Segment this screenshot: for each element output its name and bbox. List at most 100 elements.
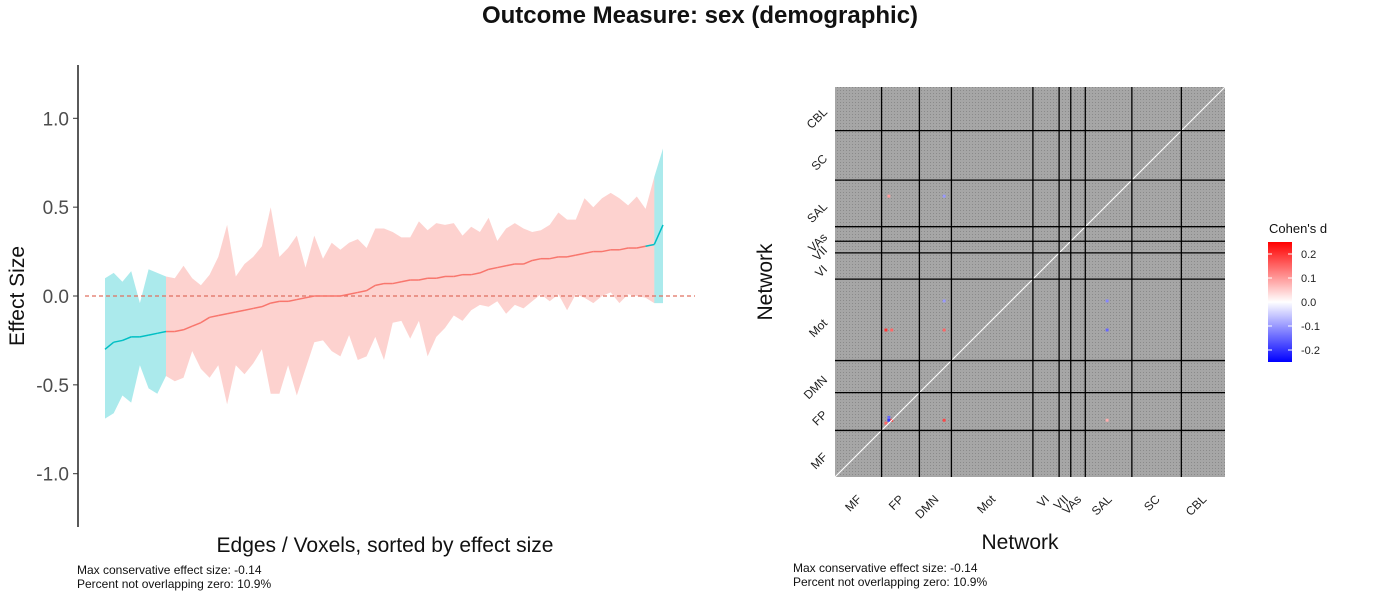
y-network-label: CBL [804,105,831,132]
effect-line-segment [575,252,585,256]
heatmap-cell [887,194,891,198]
heatmap-cell [884,328,888,332]
effect-line-segment [418,277,428,281]
effect-line-segment [287,298,297,303]
effect-line-segment [348,291,358,295]
effect-line-segment [392,281,402,285]
y-network-label: DMN [801,373,830,402]
x-network-label: VI [1034,492,1052,510]
effect-line-segment [226,311,236,315]
effect-line-segment [139,334,149,338]
effect-line-segment [218,313,228,317]
figure-title: Outcome Measure: sex (demographic) [481,2,919,29]
effect-line-segment [436,275,446,279]
effect-line-segment [253,305,263,310]
effect-line-segment [296,297,306,301]
effect-line-segment [549,256,559,260]
heatmap-cell [942,299,946,303]
legend-tick-label: -0.2 [1301,345,1320,357]
effect-line-segment [261,302,271,308]
heatmap-x-axis-title: Network [981,531,1059,554]
y-network-label: MF [808,450,830,472]
x-network-label: Mot [974,492,999,517]
effect-line-segment [104,341,115,350]
y-network-label: SAL [804,199,830,225]
effect-line-segment [636,245,646,249]
heatmap-cell [887,415,891,419]
effect-line-segment [200,316,211,324]
effect-line-segment [471,272,481,276]
legend-tick-label: 0.2 [1301,249,1316,261]
heatmap-cell [942,418,946,422]
effect-line-segment [244,307,254,311]
effect-line-segment [523,259,533,265]
effect-line-segment [357,289,367,294]
left-note-max-effect: Max conservative effect size: -0.14 [77,563,262,577]
y-network-label: VAs [805,230,830,255]
right-note-max-effect: Max conservative effect size: -0.14 [793,561,978,575]
effect-line-segment [584,250,594,255]
legend-tick-label: 0.1 [1301,273,1316,285]
legend-colorbar [1268,242,1292,362]
x-network-label: VAs [1059,492,1084,517]
effect-line-segment [619,247,629,251]
effect-line-segment [122,336,132,342]
effect-line-segment [148,332,158,336]
y-network-label: VI [812,262,830,280]
effect-size-chart: 1.0 0.5 0.0 -0.5 -1.0 Effect Size Edges / Voxe… [6,65,695,557]
y-network-label: Mot [806,316,831,341]
x-network-label: DMN [912,492,941,521]
effect-line-segment [209,314,219,319]
effect-line-segment [505,263,515,267]
ci-ribbon-segment [654,148,663,304]
effect-line-segment [174,329,184,333]
right-note-percent: Percent not overlapping zero: 10.9% [793,575,988,589]
y-axis-title: Effect Size [6,246,29,346]
effect-line-segment [375,282,385,287]
x-network-label: VII [1051,492,1071,512]
x-axis-title: Edges / Voxels, sorted by effect size [217,534,554,557]
legend-title: Cohen's d [1269,221,1327,236]
effect-line-segment [453,273,463,278]
heatmap-cell [890,328,894,332]
effect-line-segment [645,243,655,247]
heatmap-cell [942,328,946,332]
x-network-label: SAL [1089,492,1115,518]
effect-line-segment [235,309,245,313]
effect-line-segment [601,249,611,253]
effect-line-segment [366,284,376,292]
legend-tick-label: 0.0 [1301,297,1316,309]
effect-line-segment [532,257,542,262]
y-network-label: FP [809,408,830,429]
y-tick-label: 0.5 [43,198,69,219]
heatmap-background [835,87,1225,477]
effect-line-segment [305,295,315,299]
y-tick-label: -1.0 [36,465,69,486]
x-network-label: MF [842,492,864,514]
heatmap-diagonal [834,86,1226,478]
effect-line-segment [340,293,350,297]
y-network-label: SC [808,151,830,173]
left-notes: Max conservative effect size: -0.14 Perc… [77,563,271,591]
heatmap-cell [942,194,946,198]
x-network-label: SC [1141,492,1163,514]
right-notes: Max conservative effect size: -0.14 Perc… [793,561,987,589]
effect-line-segment [113,339,123,343]
heatmap-y-axis-title: Network [754,243,777,321]
ci-ribbon-segment [105,269,166,419]
effect-line-segment [191,321,202,327]
y-network-label: VII [810,243,830,263]
heatmap-cell [1105,418,1109,422]
heatmap-cell [1105,328,1109,332]
effect-line-segment [157,330,167,335]
heatmap-cell [1105,299,1109,303]
heatmap-cell [890,418,894,422]
y-tick-label: -0.5 [36,376,69,397]
effect-line-segment [183,325,193,331]
x-network-label: FP [886,492,907,513]
ci-ribbon-segment [166,176,655,405]
effect-line-segment [488,266,498,271]
effect-line-segment [401,279,411,283]
left-note-percent: Percent not overlapping zero: 10.9% [77,577,272,591]
